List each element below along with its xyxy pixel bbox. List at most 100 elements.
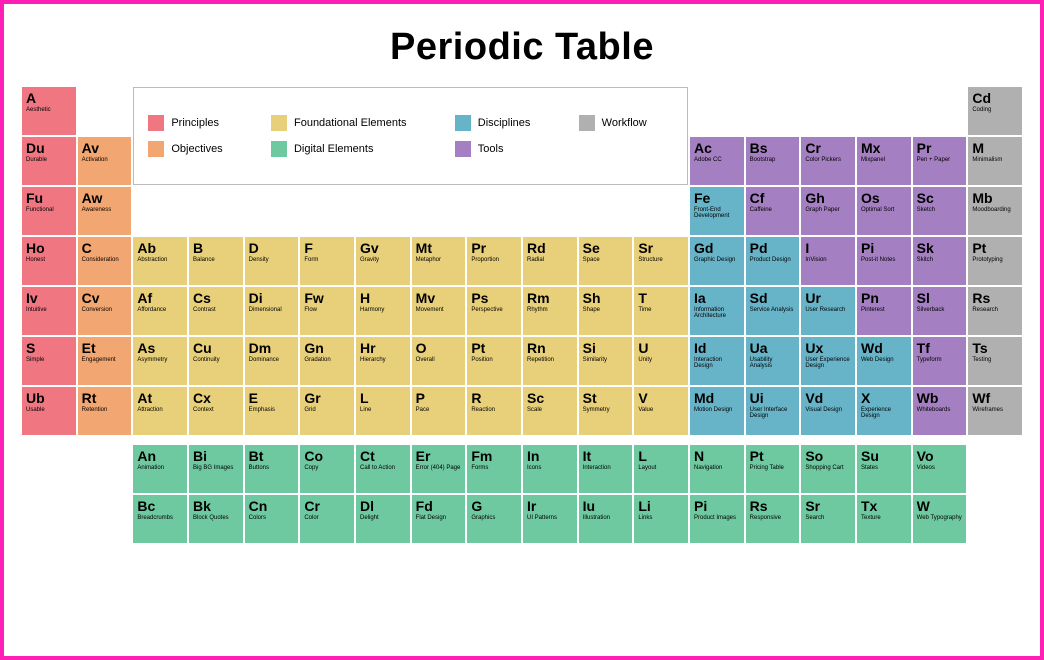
element-cell: FmForms	[467, 445, 521, 493]
element-cell: PsPerspective	[467, 287, 521, 335]
element-label: Testing	[972, 357, 1018, 363]
element-label: Service Analysis	[750, 307, 796, 313]
element-label: Rhythm	[527, 307, 573, 313]
element-symbol: Sl	[917, 291, 963, 305]
element-label: Search	[805, 515, 851, 521]
element-label: Affordance	[137, 307, 183, 313]
element-symbol: Rt	[82, 391, 128, 405]
element-label: Structure	[638, 257, 684, 263]
element-cell: DiDimensional	[245, 287, 299, 335]
legend-item: Principles	[148, 115, 249, 131]
element-cell: Cs Contrast	[189, 287, 243, 335]
element-label: Symmetry	[583, 407, 629, 413]
element-symbol: Pr	[471, 241, 517, 255]
element-label: Typeform	[917, 357, 963, 363]
element-symbol: Sk	[917, 241, 963, 255]
element-symbol: Sd	[750, 291, 796, 305]
element-label: Conversion	[82, 307, 128, 313]
legend-swatch	[148, 115, 164, 131]
element-symbol: Si	[583, 341, 629, 355]
element-cell: PiProduct Images	[690, 495, 744, 543]
element-cell: CvConversion	[78, 287, 132, 335]
element-cell: DuDurable	[22, 137, 76, 185]
element-cell: BiBig BG Images	[189, 445, 243, 493]
legend-label: Workflow	[602, 117, 647, 129]
element-symbol: Bc	[137, 499, 183, 513]
element-cell: TTime	[634, 287, 688, 335]
element-label: Activation	[82, 157, 128, 163]
element-symbol: Mb	[972, 191, 1018, 205]
element-symbol: Rd	[527, 241, 573, 255]
element-symbol: Rn	[527, 341, 573, 355]
element-label: Wireframes	[972, 407, 1018, 413]
element-symbol: Ur	[805, 291, 851, 305]
element-label: Prototyping	[972, 257, 1018, 263]
element-label: Animation	[137, 465, 183, 471]
element-label: Sketch	[917, 207, 963, 213]
legend-item: Foundational Elements	[271, 115, 433, 131]
element-symbol: At	[137, 391, 183, 405]
element-cell: Wb Whiteboards	[913, 387, 967, 435]
element-symbol: It	[583, 449, 629, 463]
element-cell: ItInteraction	[579, 445, 633, 493]
element-symbol: Rs	[972, 291, 1018, 305]
element-symbol: Ps	[471, 291, 517, 305]
element-label: Radial	[527, 257, 573, 263]
element-label: Motion Design	[694, 407, 740, 413]
element-symbol: Gh	[805, 191, 851, 205]
element-symbol: Wb	[917, 391, 963, 405]
element-label: Shape	[583, 307, 629, 313]
element-label: Similarity	[583, 357, 629, 363]
element-symbol: L	[638, 449, 684, 463]
element-symbol: St	[583, 391, 629, 405]
element-symbol: Cs	[193, 291, 239, 305]
legend-swatch	[271, 115, 287, 131]
element-symbol: C	[82, 241, 128, 255]
element-cell: CrColor Pickers	[801, 137, 855, 185]
element-cell: RsResearch	[968, 287, 1022, 335]
element-label: Bootstrap	[750, 157, 796, 163]
element-cell: HrHierarchy	[356, 337, 410, 385]
element-label: Flow	[304, 307, 350, 313]
element-cell: BcBreadcrumbs	[133, 495, 187, 543]
element-cell: UiUser Interface Design	[746, 387, 800, 435]
element-cell: SuStates	[857, 445, 911, 493]
element-symbol: T	[638, 291, 684, 305]
element-symbol: Ia	[694, 291, 740, 305]
element-symbol: Dl	[360, 499, 406, 513]
element-cell: GrGrid	[300, 387, 354, 435]
element-symbol: Pt	[972, 241, 1018, 255]
element-label: Illustration	[583, 515, 629, 521]
element-label: Front-End Development	[694, 207, 740, 220]
element-symbol: Id	[694, 341, 740, 355]
element-cell: AbAbstraction	[133, 237, 187, 285]
element-cell: UaUsability Analysis	[746, 337, 800, 385]
legend-label: Foundational Elements	[294, 117, 407, 129]
element-cell: St Symmetry	[579, 387, 633, 435]
element-cell: IdInteraction Design	[690, 337, 744, 385]
element-cell: CxContext	[189, 387, 243, 435]
element-label: Dimensional	[249, 307, 295, 313]
element-symbol: Sr	[805, 499, 851, 513]
element-label: Hierarchy	[360, 357, 406, 363]
element-symbol: Iu	[583, 499, 629, 513]
element-symbol: Pt	[471, 341, 517, 355]
element-label: Whiteboards	[917, 407, 963, 413]
element-label: Contrast	[193, 307, 239, 313]
element-label: Caffeine	[750, 207, 796, 213]
element-symbol: U	[638, 341, 684, 355]
element-symbol: Cu	[193, 341, 239, 355]
legend-label: Objectives	[171, 143, 222, 155]
element-cell: FwFlow	[300, 287, 354, 335]
element-symbol: Ab	[137, 241, 183, 255]
element-label: Shopping Cart	[805, 465, 851, 471]
element-cell: IvIntuitive	[22, 287, 76, 335]
element-cell: MdMotion Design	[690, 387, 744, 435]
element-cell: CConsideration	[78, 237, 132, 285]
element-symbol: Bt	[249, 449, 295, 463]
element-cell: FuFunctional	[22, 187, 76, 235]
element-symbol: Tx	[861, 499, 907, 513]
element-cell: FdFlat Design	[412, 495, 466, 543]
element-symbol: Os	[861, 191, 907, 205]
element-label: User Experience Design	[805, 357, 851, 370]
